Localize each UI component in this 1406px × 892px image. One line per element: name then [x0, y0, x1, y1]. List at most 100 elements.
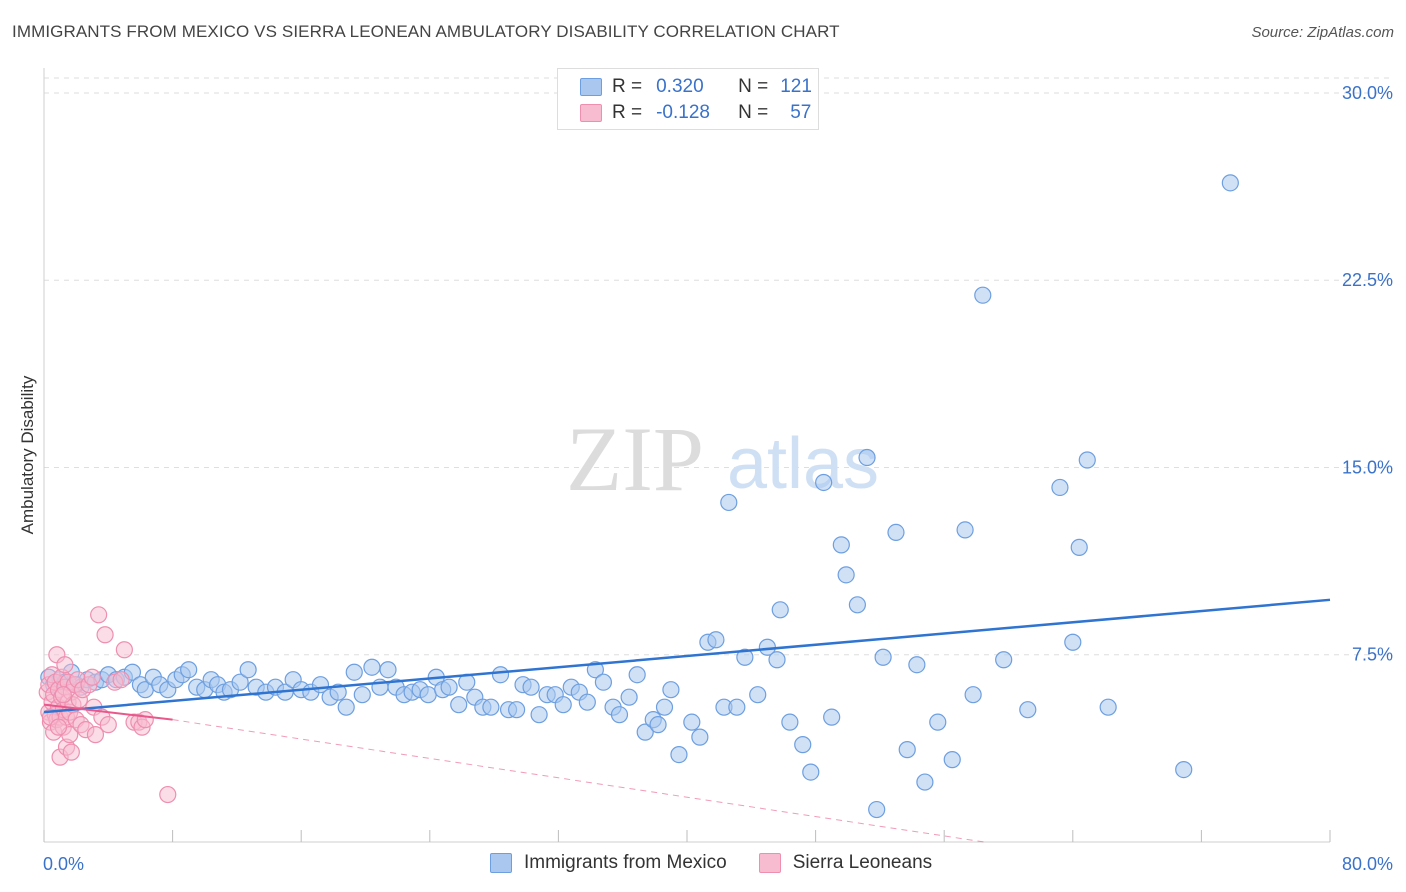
y-tick-label: 7.5%: [1352, 645, 1393, 665]
mexico-point: [707, 631, 725, 649]
source-label: Source: ZipAtlas.com: [1251, 24, 1394, 41]
y-tick-label: 15.0%: [1342, 457, 1393, 477]
sierra-trend-extension: [172, 719, 985, 843]
x-tick-labels: 0.0% 80.0%: [43, 854, 1393, 874]
mexico-point: [964, 686, 982, 704]
mexico-point: [1051, 478, 1069, 497]
r-label: R =: [612, 102, 643, 123]
sierra-point: [99, 716, 117, 734]
mexico-point: [720, 493, 738, 512]
watermark: ZIP atlas: [566, 408, 879, 510]
mexico-point: [771, 601, 789, 619]
sierra-point: [115, 641, 133, 659]
sierra-legend-swatch: [758, 853, 781, 873]
mexico-point: [848, 596, 866, 614]
mexico-point: [620, 688, 638, 706]
legend-label-mexico: Immigrants from Mexico: [524, 852, 727, 873]
mexico-point: [594, 673, 613, 691]
mexico-point: [1070, 538, 1088, 556]
mexico-point: [628, 666, 646, 684]
grid-lines: [44, 77, 1392, 656]
mexico-point: [337, 698, 355, 716]
x-tick-label: 0.0%: [43, 854, 84, 874]
mexico-point: [554, 696, 572, 714]
mexico-point: [974, 286, 992, 304]
mexico-point: [815, 473, 833, 492]
mexico-point: [491, 666, 510, 684]
n-value: 121: [780, 76, 812, 97]
sierra-point: [54, 686, 72, 704]
series-legend: Immigrants from Mexico Sierra Leoneans: [490, 852, 964, 874]
sierra-point: [83, 668, 101, 686]
mexico-point: [522, 678, 540, 696]
mexico-point: [239, 661, 257, 679]
mexico-point: [508, 701, 526, 719]
legend-label-sierra: Sierra Leoneans: [792, 852, 933, 873]
mexico-point: [956, 521, 974, 539]
mexico-point: [908, 656, 926, 674]
sierra-trend-dashed: [172, 719, 985, 843]
legend-item-sierra: Sierra Leoneans: [758, 852, 933, 874]
sierra-point: [90, 606, 108, 624]
mexico-point: [1019, 701, 1037, 719]
mexico-point: [231, 673, 249, 691]
mexico-point: [670, 746, 688, 764]
mexico-point: [530, 706, 548, 724]
mexico-point: [419, 686, 437, 704]
mexico-point: [1078, 451, 1096, 469]
mexico-point: [636, 723, 654, 741]
correlation-legend: R = 0.320 N = 121 R = -0.128 N = 57: [557, 68, 819, 130]
mexico-point: [823, 708, 841, 726]
x-tick-label: 80.0%: [1342, 854, 1393, 874]
sierra-point: [112, 671, 130, 689]
sierra-point: [86, 726, 105, 744]
mexico-point: [995, 651, 1013, 669]
mexico-point: [916, 773, 934, 791]
mexico-point: [874, 648, 892, 666]
legend-row-sierra: R = -0.128 N = 57: [580, 101, 811, 125]
mexico-point: [728, 698, 746, 716]
mexico-point: [691, 728, 709, 746]
legend-row-mexico: R = 0.320 N = 121: [580, 75, 812, 99]
mexico-point: [1221, 174, 1239, 192]
r-value: 0.320: [656, 76, 704, 97]
y-tick-label: 30.0%: [1342, 83, 1393, 103]
mexico-point: [943, 751, 961, 769]
sierra-swatch: [580, 104, 602, 122]
sierra-point: [56, 656, 74, 674]
sierra-point: [159, 785, 177, 804]
mexico-point: [887, 523, 905, 542]
chart-title: IMMIGRANTS FROM MEXICO VS SIERRA LEONEAN…: [12, 22, 840, 41]
sierra-point: [136, 711, 154, 729]
sierra-trend-line: [43, 703, 173, 721]
mexico-point: [868, 800, 886, 819]
sierra-point: [96, 626, 114, 644]
mexico-point: [180, 661, 198, 679]
sierra-point: [62, 743, 80, 761]
mexico-point: [929, 713, 947, 731]
mexico-point: [655, 698, 674, 716]
mexico-point: [794, 736, 812, 754]
mexico-point: [363, 658, 381, 676]
mexico-point: [662, 681, 680, 699]
mexico-trend-line: [43, 598, 1331, 714]
n-value: 57: [790, 102, 812, 123]
mexico-point: [749, 686, 767, 704]
mexico-point: [440, 678, 458, 696]
mexico-point: [482, 698, 500, 716]
mexico-point: [578, 693, 596, 711]
mexico-legend-swatch: [490, 853, 512, 873]
mexico-point: [768, 651, 786, 669]
mexico-point: [858, 448, 876, 467]
mexico-point: [832, 536, 850, 554]
mexico-point: [1175, 760, 1193, 779]
mexico-point: [345, 663, 363, 681]
sierra-point: [49, 718, 68, 736]
mexico-point: [898, 741, 916, 759]
mexico-point: [379, 661, 397, 679]
y-tick-label: 22.5%: [1342, 270, 1393, 290]
sierra-points: [38, 606, 177, 804]
r-value: -0.128: [656, 102, 710, 123]
r-label: R =: [612, 76, 643, 97]
